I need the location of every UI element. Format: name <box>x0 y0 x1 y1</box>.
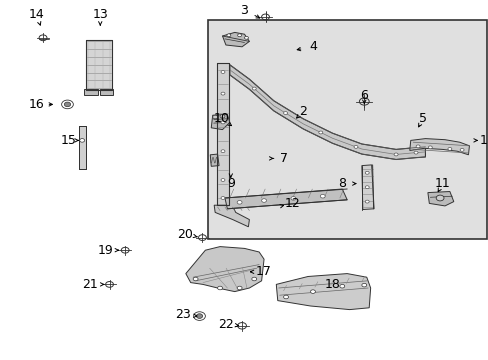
Text: 6: 6 <box>360 89 367 102</box>
Text: 14: 14 <box>29 8 44 21</box>
Polygon shape <box>409 139 468 155</box>
Circle shape <box>64 102 70 107</box>
Polygon shape <box>222 32 249 47</box>
Text: 19: 19 <box>97 244 113 257</box>
Circle shape <box>252 87 256 90</box>
Text: 17: 17 <box>256 265 271 278</box>
Text: 20: 20 <box>177 228 192 240</box>
Circle shape <box>221 92 224 95</box>
Circle shape <box>435 195 443 201</box>
Polygon shape <box>210 154 219 166</box>
Circle shape <box>427 146 431 149</box>
Circle shape <box>459 148 463 151</box>
Polygon shape <box>214 205 249 227</box>
Text: 4: 4 <box>308 40 316 53</box>
Circle shape <box>320 194 325 198</box>
Circle shape <box>283 295 288 299</box>
Text: 21: 21 <box>82 278 98 291</box>
Circle shape <box>261 199 266 202</box>
Circle shape <box>80 139 84 142</box>
Circle shape <box>221 150 224 153</box>
Text: 22: 22 <box>218 318 233 330</box>
Circle shape <box>217 286 222 290</box>
Polygon shape <box>211 114 229 130</box>
Circle shape <box>237 286 242 290</box>
Circle shape <box>318 131 322 134</box>
Text: 15: 15 <box>61 134 76 147</box>
Polygon shape <box>100 89 113 95</box>
Circle shape <box>365 171 368 174</box>
Polygon shape <box>79 126 85 169</box>
Circle shape <box>283 112 287 114</box>
Circle shape <box>237 34 241 37</box>
Circle shape <box>193 277 198 281</box>
Circle shape <box>365 186 368 189</box>
Circle shape <box>221 121 224 124</box>
Polygon shape <box>216 63 228 205</box>
Circle shape <box>244 36 248 39</box>
Circle shape <box>447 148 451 150</box>
Circle shape <box>290 197 295 200</box>
Text: 7: 7 <box>279 152 287 165</box>
Circle shape <box>221 179 224 181</box>
Circle shape <box>365 200 368 203</box>
Text: 16: 16 <box>29 98 44 111</box>
Circle shape <box>237 201 242 204</box>
Polygon shape <box>361 165 373 210</box>
Circle shape <box>226 34 230 37</box>
Text: 3: 3 <box>240 4 248 17</box>
Text: 23: 23 <box>175 309 191 321</box>
Circle shape <box>415 145 419 148</box>
Polygon shape <box>276 274 370 310</box>
Circle shape <box>212 115 217 119</box>
Circle shape <box>221 197 224 199</box>
Polygon shape <box>85 40 112 90</box>
Text: 11: 11 <box>434 177 449 190</box>
Polygon shape <box>185 247 264 292</box>
Polygon shape <box>84 89 98 95</box>
Text: 5: 5 <box>418 112 426 125</box>
Circle shape <box>413 151 417 154</box>
Text: 9: 9 <box>226 177 234 190</box>
Circle shape <box>251 277 256 281</box>
Text: 18: 18 <box>324 278 340 291</box>
Circle shape <box>196 314 202 318</box>
Bar <box>207 20 486 239</box>
Circle shape <box>361 283 366 287</box>
Circle shape <box>220 114 224 118</box>
Polygon shape <box>427 192 453 206</box>
Circle shape <box>339 284 344 288</box>
Circle shape <box>353 145 357 148</box>
Text: 2: 2 <box>299 105 306 118</box>
Text: 12: 12 <box>284 197 300 210</box>
Circle shape <box>393 153 397 156</box>
Circle shape <box>221 71 224 73</box>
Circle shape <box>310 290 315 293</box>
Text: 1: 1 <box>478 134 486 147</box>
Text: 8: 8 <box>338 177 346 190</box>
Polygon shape <box>229 65 425 159</box>
Text: 10: 10 <box>213 112 229 125</box>
Text: 13: 13 <box>92 8 108 21</box>
Polygon shape <box>224 189 346 209</box>
